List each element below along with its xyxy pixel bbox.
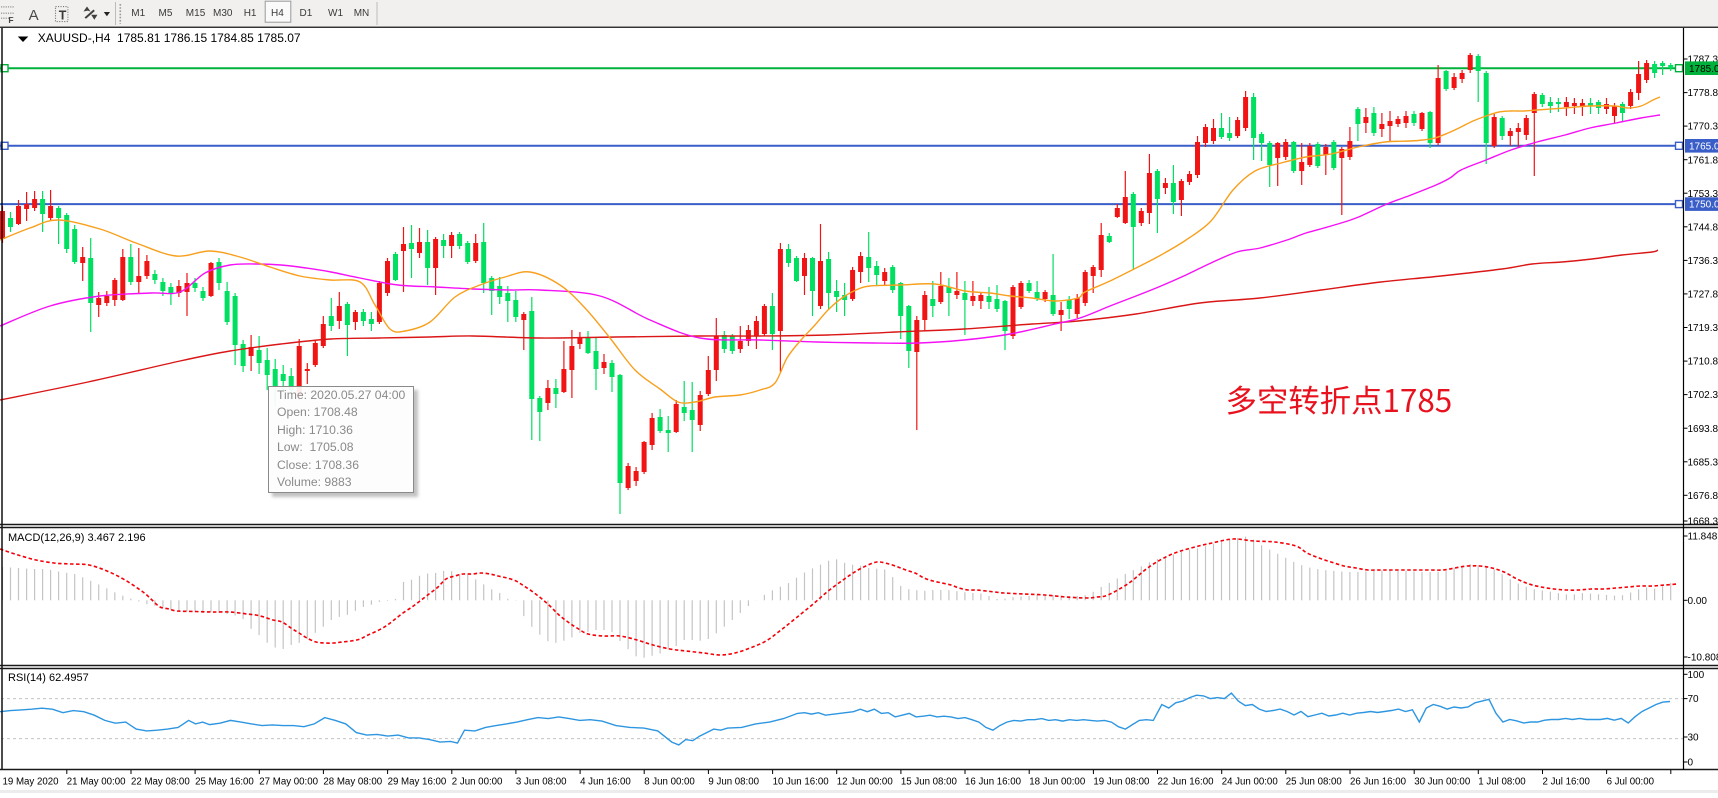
svg-text:24 Jun 00:00: 24 Jun 00:00 <box>1222 777 1279 788</box>
svg-text:1736.3: 1736.3 <box>1688 256 1718 267</box>
svg-text:1719.3: 1719.3 <box>1688 323 1718 334</box>
svg-text:-10.808: -10.808 <box>1688 653 1718 664</box>
svg-text:1668.3: 1668.3 <box>1688 517 1718 528</box>
svg-text:1744.8: 1744.8 <box>1688 222 1718 233</box>
svg-text:RSI(14) 62.4957: RSI(14) 62.4957 <box>8 672 89 684</box>
svg-text:16 Jun 16:00: 16 Jun 16:00 <box>965 777 1022 788</box>
svg-text:9 Jun 08:00: 9 Jun 08:00 <box>708 777 759 788</box>
svg-text:10 Jun 16:00: 10 Jun 16:00 <box>773 777 830 788</box>
svg-text:1727.8: 1727.8 <box>1688 290 1718 301</box>
svg-text:25 Jun 08:00: 25 Jun 08:00 <box>1286 777 1343 788</box>
svg-text:28 May 08:00: 28 May 08:00 <box>323 777 382 788</box>
svg-text:100: 100 <box>1688 670 1705 681</box>
svg-text:29 May 16:00: 29 May 16:00 <box>388 777 447 788</box>
svg-text:22 May 08:00: 22 May 08:00 <box>131 777 190 788</box>
svg-text:27 May 00:00: 27 May 00:00 <box>259 777 318 788</box>
svg-text:T: T <box>59 8 67 22</box>
svg-text:1676.8: 1676.8 <box>1688 491 1718 502</box>
svg-text:2 Jun 00:00: 2 Jun 00:00 <box>452 777 503 788</box>
svg-text:XAUUSD-,H4 1785.81 1786.15 17: XAUUSD-,H4 1785.81 1786.15 1784.85 1785.… <box>38 31 301 45</box>
svg-text:1710.8: 1710.8 <box>1688 357 1718 368</box>
svg-text:A: A <box>29 7 39 24</box>
svg-text:1685.3: 1685.3 <box>1688 457 1718 468</box>
svg-text:1770.3: 1770.3 <box>1688 122 1718 133</box>
svg-text:30 Jun 00:00: 30 Jun 00:00 <box>1414 777 1471 788</box>
svg-text:4 Jun 16:00: 4 Jun 16:00 <box>580 777 631 788</box>
svg-text:1778.8: 1778.8 <box>1688 88 1718 99</box>
svg-text:6 Jul 00:00: 6 Jul 00:00 <box>1607 777 1655 788</box>
svg-text:70: 70 <box>1688 694 1700 705</box>
svg-text:19 Jun 08:00: 19 Jun 08:00 <box>1093 777 1150 788</box>
svg-text:12 Jun 00:00: 12 Jun 00:00 <box>837 777 894 788</box>
svg-text:22 Jun 16:00: 22 Jun 16:00 <box>1158 777 1215 788</box>
svg-text:18 Jun 00:00: 18 Jun 00:00 <box>1029 777 1086 788</box>
svg-text:8 Jun 00:00: 8 Jun 00:00 <box>644 777 695 788</box>
svg-text:2 Jul 16:00: 2 Jul 16:00 <box>1543 777 1591 788</box>
svg-text:1702.3: 1702.3 <box>1688 390 1718 401</box>
svg-text:F: F <box>8 15 13 25</box>
svg-text:19 May 2020: 19 May 2020 <box>3 777 60 788</box>
svg-text:1750.0: 1750.0 <box>1689 200 1718 211</box>
svg-text:26 Jun 16:00: 26 Jun 16:00 <box>1350 777 1407 788</box>
svg-text:25 May 16:00: 25 May 16:00 <box>195 777 254 788</box>
svg-text:1 Jul 08:00: 1 Jul 08:00 <box>1478 777 1526 788</box>
svg-text:1765.0: 1765.0 <box>1689 141 1718 152</box>
svg-text:0: 0 <box>1688 758 1694 769</box>
svg-text:1785.0: 1785.0 <box>1689 64 1718 75</box>
svg-text:0.00: 0.00 <box>1688 596 1708 607</box>
svg-text:1761.8: 1761.8 <box>1688 155 1718 166</box>
svg-text:11.848: 11.848 <box>1688 532 1718 543</box>
svg-text:30: 30 <box>1688 733 1700 744</box>
svg-text:21 May 00:00: 21 May 00:00 <box>67 777 126 788</box>
svg-text:3 Jun 08:00: 3 Jun 08:00 <box>516 777 567 788</box>
svg-text:MACD(12,26,9) 3.467 2.196: MACD(12,26,9) 3.467 2.196 <box>8 532 146 544</box>
svg-text:1693.8: 1693.8 <box>1688 424 1718 435</box>
svg-text:15 Jun 08:00: 15 Jun 08:00 <box>901 777 958 788</box>
